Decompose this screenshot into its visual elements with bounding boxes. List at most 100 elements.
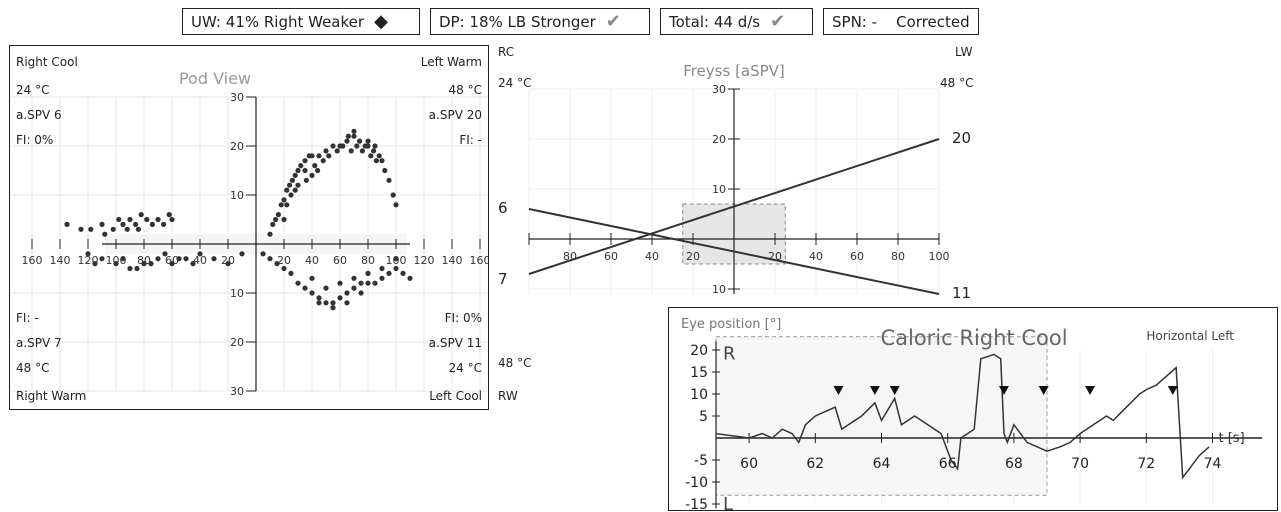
pod-point <box>379 158 385 164</box>
pod-point <box>155 216 161 223</box>
pod-point <box>302 285 308 291</box>
pod-point <box>323 285 329 291</box>
cal-y-tick-label: 10 <box>690 387 708 403</box>
pod-point <box>88 226 94 232</box>
pod-point <box>284 187 290 193</box>
freyss-y-tick-label: 10 <box>712 283 726 296</box>
dp-text: DP: 18% LB Stronger <box>439 12 596 31</box>
pod-x-tick-label: 40 <box>193 254 207 267</box>
pod-point <box>99 256 105 262</box>
pod-point <box>316 153 322 159</box>
pod-rw-temp: 48 °C <box>16 361 50 375</box>
freyss-rc-temp: 24 °C <box>498 76 532 90</box>
pod-title: Pod View <box>179 69 251 88</box>
pod-point <box>351 275 357 281</box>
pod-y-tick-label: 10 <box>230 287 244 300</box>
pod-point <box>275 212 281 218</box>
cal-x-tick-label: 66 <box>939 456 957 472</box>
freyss-val-6: 6 <box>498 199 508 217</box>
freyss-line <box>528 208 940 295</box>
pod-y-tick-label: 20 <box>230 336 244 349</box>
pod-point <box>292 172 298 178</box>
pod-rc-temp: 24 °C <box>16 83 50 97</box>
pod-point <box>323 148 329 154</box>
cal-x-tick-label: 60 <box>740 456 758 472</box>
pod-lc-label: Left Cool <box>429 389 482 403</box>
pod-point <box>316 295 322 301</box>
pod-point <box>334 148 340 154</box>
pod-point <box>295 182 301 188</box>
diamond-icon: ◆ <box>374 10 388 32</box>
pod-point <box>357 138 363 144</box>
pod-point <box>348 148 354 154</box>
uw-badge: UW: 41% Right Weaker ◆ <box>182 8 420 35</box>
cal-trace <box>715 353 1210 480</box>
cal-marker <box>833 386 844 395</box>
cal-x-tick-label: 62 <box>806 456 824 472</box>
cal-y-tick-label: -15 <box>685 497 708 510</box>
pod-point <box>127 216 133 223</box>
pod-point <box>365 270 371 276</box>
pod-point <box>281 197 287 203</box>
pod-point <box>120 256 126 262</box>
pod-point <box>134 265 140 272</box>
pod-point <box>287 182 293 188</box>
pod-point <box>393 265 399 272</box>
pod-point <box>302 167 308 174</box>
pod-point <box>309 153 315 159</box>
pod-point <box>273 216 279 223</box>
pod-point <box>133 221 139 227</box>
pod-point <box>197 251 203 257</box>
pod-x-tick-label: 60 <box>165 254 179 267</box>
cal-marker <box>998 386 1009 395</box>
pod-point <box>288 270 294 276</box>
pod-point <box>176 256 182 262</box>
pod-point <box>386 177 392 183</box>
pod-point <box>344 138 350 144</box>
cal-ylabel: Eye position [°] <box>681 317 781 332</box>
cal-r-label: R <box>723 343 736 364</box>
pod-rw-label: Right Warm <box>16 389 87 403</box>
freyss-rw-temp: 48 °C <box>498 356 532 370</box>
freyss-x-tick-label: 100 <box>929 250 950 263</box>
cal-region <box>715 336 1048 496</box>
pod-x-tick-label: 120 <box>414 254 435 267</box>
pod-point <box>85 251 91 257</box>
pod-view-panel: 1601401201008060402020406080100120140160… <box>9 45 489 410</box>
pod-point <box>295 280 301 286</box>
pod-point <box>169 216 175 223</box>
pod-point <box>99 221 105 227</box>
pod-point <box>124 226 130 232</box>
pod-lw-fi: FI: - <box>459 133 482 147</box>
pod-point <box>183 256 189 262</box>
pod-rc-label: Right Cool <box>16 55 78 69</box>
pod-rc-spv: a.SPV 6 <box>16 108 62 122</box>
pod-point <box>239 251 245 257</box>
pod-point <box>309 290 315 296</box>
pod-point <box>260 251 266 257</box>
pod-point <box>113 261 119 267</box>
pod-point <box>368 153 374 159</box>
pod-point <box>148 261 154 267</box>
pod-point <box>372 143 378 149</box>
pod-rc-fi: FI: 0% <box>16 133 54 147</box>
pod-x-tick-label: 80 <box>137 254 151 267</box>
pod-y-tick-label: 30 <box>230 385 244 398</box>
pod-point <box>149 221 155 227</box>
total-text: Total: 44 d/s <box>669 12 761 31</box>
pod-point <box>344 290 350 296</box>
freyss-rw: RW <box>498 389 518 403</box>
pod-point <box>309 275 315 281</box>
pod-point <box>373 158 379 164</box>
pod-point <box>190 261 196 267</box>
pod-point <box>379 265 385 272</box>
pod-x-tick-label: 60 <box>333 254 347 267</box>
pod-lc-spv: a.SPV 11 <box>428 336 482 350</box>
checkmark-icon: ✔ <box>770 10 786 32</box>
pod-point <box>278 202 284 208</box>
pod-x-tick-label: 160 <box>22 254 43 267</box>
pod-point <box>102 231 108 237</box>
spn-text: SPN: - Corrected <box>832 12 970 31</box>
cal-direction: Horizontal Left <box>1146 329 1234 343</box>
freyss-val-11: 11 <box>952 284 971 302</box>
